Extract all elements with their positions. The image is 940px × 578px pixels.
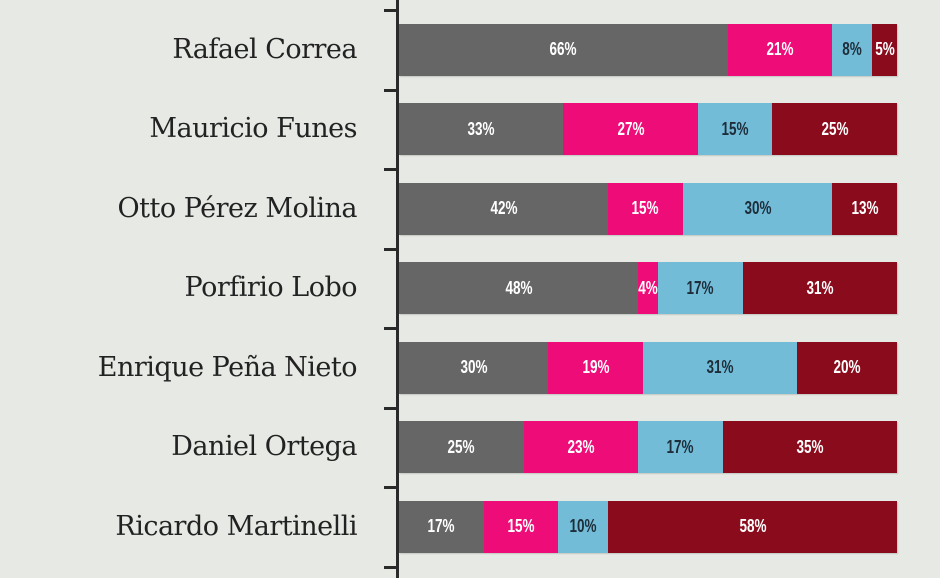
- bar-segment-series-2: 23%: [523, 421, 639, 474]
- axis-tick: [384, 88, 398, 92]
- data-label: 25%: [447, 436, 475, 457]
- axis-tick: [384, 327, 398, 330]
- data-label: 17%: [686, 277, 714, 298]
- data-label: 27%: [617, 118, 645, 139]
- bar-segment-series-3: 31%: [643, 341, 798, 394]
- data-label: 20%: [833, 357, 861, 378]
- bar-segment-series-3: 17%: [657, 262, 743, 315]
- data-label: 35%: [796, 436, 824, 457]
- data-label: 15%: [631, 198, 660, 219]
- axis-tick: [384, 565, 398, 569]
- y-axis: [396, 0, 399, 578]
- data-label: 8%: [842, 39, 862, 60]
- data-label: 10%: [569, 516, 597, 537]
- bar-segment-series-4: 58%: [608, 500, 897, 553]
- bar-segment-series-3: 8%: [832, 23, 873, 76]
- axis-tick: [384, 486, 398, 489]
- data-label: 58%: [739, 516, 767, 537]
- bar-segment-series-2: 21%: [727, 23, 833, 76]
- category-label: Otto Pérez Molina: [117, 192, 358, 224]
- bar-segment-series-1: 66%: [399, 23, 728, 76]
- data-label: 30%: [460, 357, 488, 378]
- axis-tick: [384, 406, 398, 410]
- bar-segment-series-4: 5%: [872, 23, 897, 76]
- data-label: 33%: [467, 118, 495, 139]
- bar-segment-series-3: 15%: [697, 103, 773, 156]
- data-label: 13%: [851, 198, 879, 219]
- bar-segment-series-4: 13%: [832, 182, 897, 235]
- bar-segment-series-2: 4%: [638, 262, 658, 315]
- data-label: 21%: [766, 39, 794, 60]
- category-label: Porfirio Lobo: [184, 272, 358, 304]
- data-label: 25%: [821, 118, 849, 139]
- bar-segment-series-1: 30%: [399, 341, 549, 394]
- data-label: 23%: [567, 436, 595, 457]
- category-label: Mauricio Funes: [149, 113, 357, 145]
- stacked-bar: 25% 23% 17% 35%: [399, 421, 897, 474]
- bar-segment-series-1: 33%: [399, 103, 564, 156]
- stacked-bar: 42% 15% 30% 13%: [399, 182, 897, 235]
- data-label: 30%: [744, 198, 772, 219]
- stacked-bar: 17% 15% 10% 58%: [399, 500, 897, 553]
- data-label: 15%: [507, 516, 535, 537]
- category-label: Enrique Peña Nieto: [97, 351, 358, 383]
- bar-segment-series-2: 15%: [483, 500, 559, 553]
- bar-segment-series-4: 25%: [772, 103, 897, 156]
- category-label: Daniel Ortega: [171, 431, 357, 463]
- category-label: Ricardo Martinelli: [115, 510, 357, 542]
- axis-tick: [384, 247, 398, 251]
- data-label: 17%: [427, 516, 455, 537]
- bar-segment-series-3: 30%: [682, 182, 833, 235]
- bar-segment-series-4: 35%: [722, 421, 897, 474]
- data-label: 17%: [666, 436, 694, 457]
- category-label: Rafael Correa: [172, 33, 357, 65]
- bar-segment-series-2: 27%: [563, 103, 698, 156]
- bar-segment-series-3: 17%: [638, 421, 723, 474]
- bar-segment-series-2: 19%: [548, 341, 643, 394]
- data-label: 19%: [582, 357, 610, 378]
- axis-tick: [384, 168, 398, 171]
- data-label: 31%: [706, 357, 734, 378]
- bar-segment-series-4: 31%: [742, 262, 897, 315]
- stacked-bar: 66% 21% 8% 5%: [399, 23, 897, 76]
- data-label: 48%: [505, 277, 533, 298]
- data-label: 42%: [490, 198, 518, 219]
- data-label: 66%: [549, 39, 577, 60]
- bar-segment-series-4: 20%: [797, 341, 897, 394]
- data-label: 31%: [806, 277, 834, 298]
- bar-segment-series-1: 48%: [399, 262, 639, 315]
- bar-segment-series-1: 25%: [399, 421, 524, 474]
- bar-segment-series-3: 10%: [558, 500, 609, 553]
- bar-segment-series-1: 42%: [399, 182, 609, 235]
- data-label: 5%: [874, 39, 895, 60]
- axis-tick: [384, 9, 398, 12]
- stacked-bar: 30% 19% 31% 20%: [399, 341, 897, 394]
- stacked-bar: 48% 4% 17% 31%: [399, 262, 897, 315]
- data-label: 15%: [721, 118, 749, 139]
- data-label: 4%: [638, 277, 658, 298]
- stacked-bar: 33% 27% 15% 25%: [399, 103, 897, 156]
- bar-segment-series-2: 15%: [608, 182, 683, 235]
- bar-segment-series-1: 17%: [399, 500, 484, 553]
